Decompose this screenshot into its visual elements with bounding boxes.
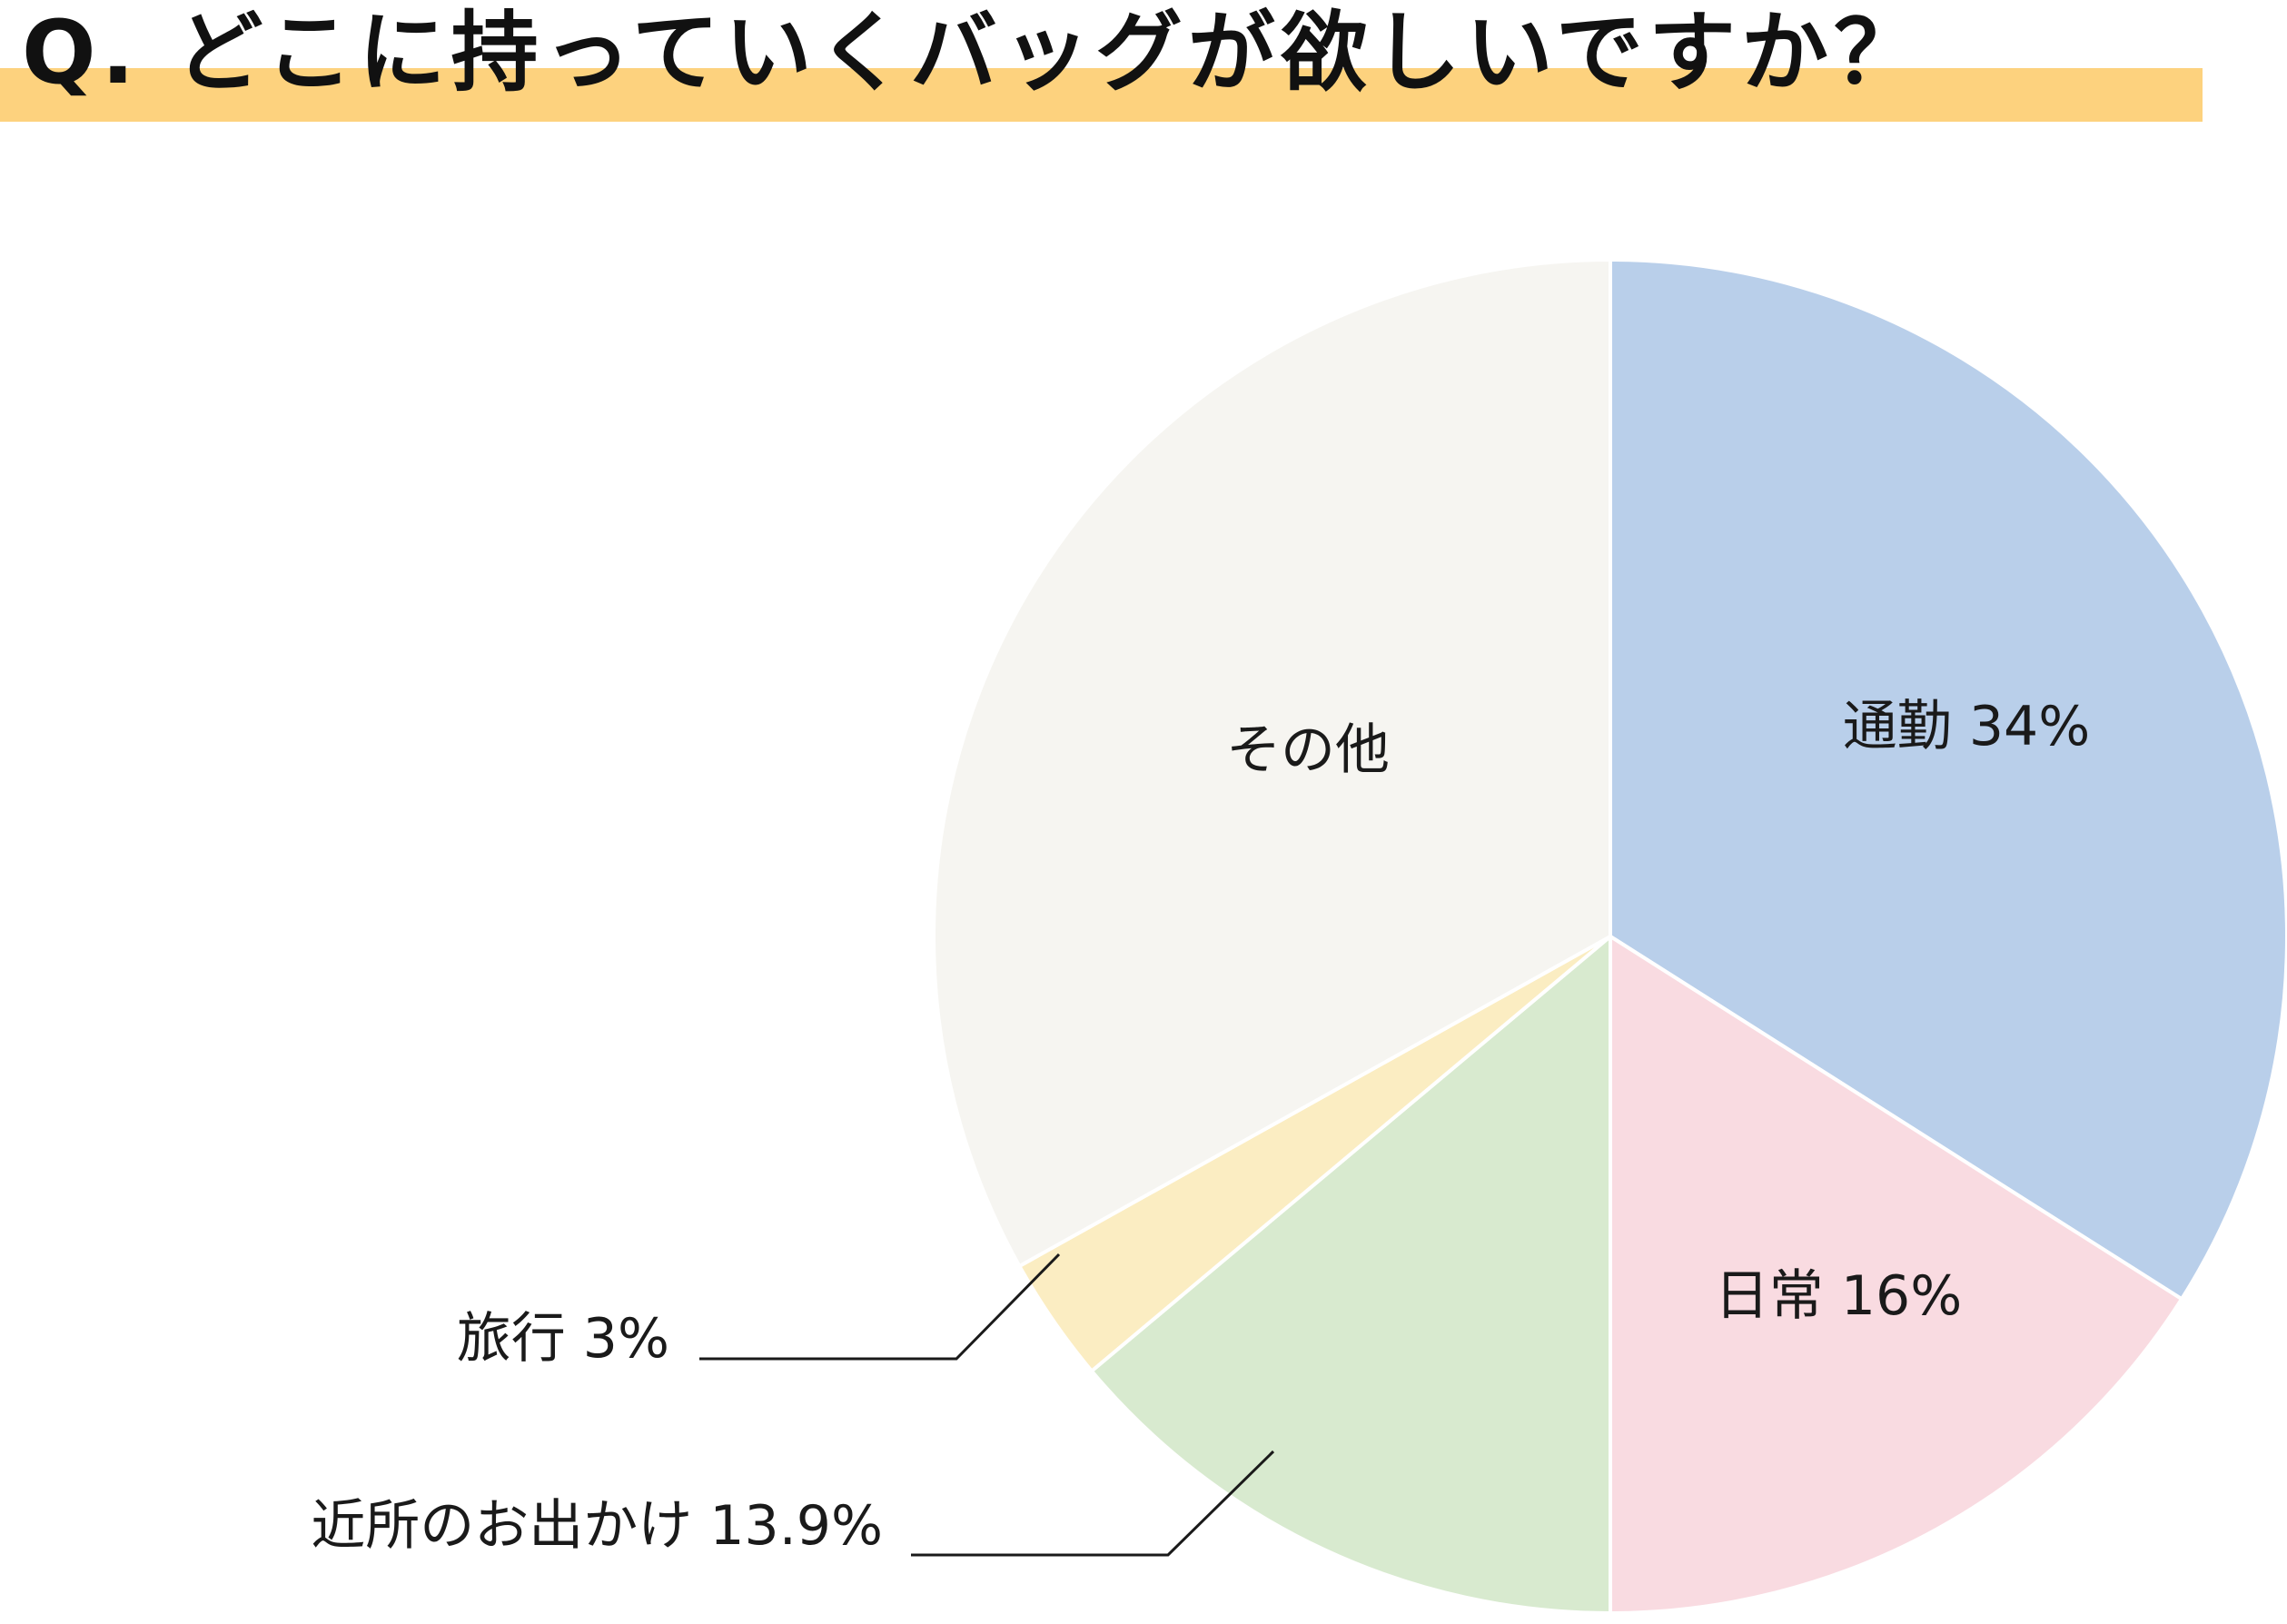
slice-label-1: 通勤 34% bbox=[1843, 695, 2090, 758]
leader-line-3 bbox=[911, 1450, 1275, 1557]
chart-title: Q. どこに持っていくバッグが欲しいですか？ bbox=[22, 2, 1926, 104]
pie-slice-2 bbox=[1609, 935, 2184, 1615]
slice-label-5: その他 bbox=[1226, 718, 1390, 782]
slice-label-3: 近所のお出かけ 13.9% bbox=[311, 1494, 883, 1558]
pie-slices bbox=[932, 258, 2287, 1615]
leader-line-4 bbox=[699, 1253, 1061, 1361]
pie-slice-3 bbox=[1089, 935, 1612, 1615]
pie-slice-1 bbox=[1609, 258, 2287, 1302]
slice-label-4: 旅行 3% bbox=[457, 1307, 669, 1371]
title-highlight-bar bbox=[0, 68, 2203, 122]
slice-label-2: 日常 16% bbox=[1715, 1264, 1962, 1328]
pie-slice-5 bbox=[932, 258, 1612, 1268]
slice-labels: 通勤 34% 日常 16% 近所のお出かけ 13.9% 旅行 3% その他 bbox=[311, 695, 2090, 1558]
leader-lines bbox=[699, 1253, 1275, 1557]
